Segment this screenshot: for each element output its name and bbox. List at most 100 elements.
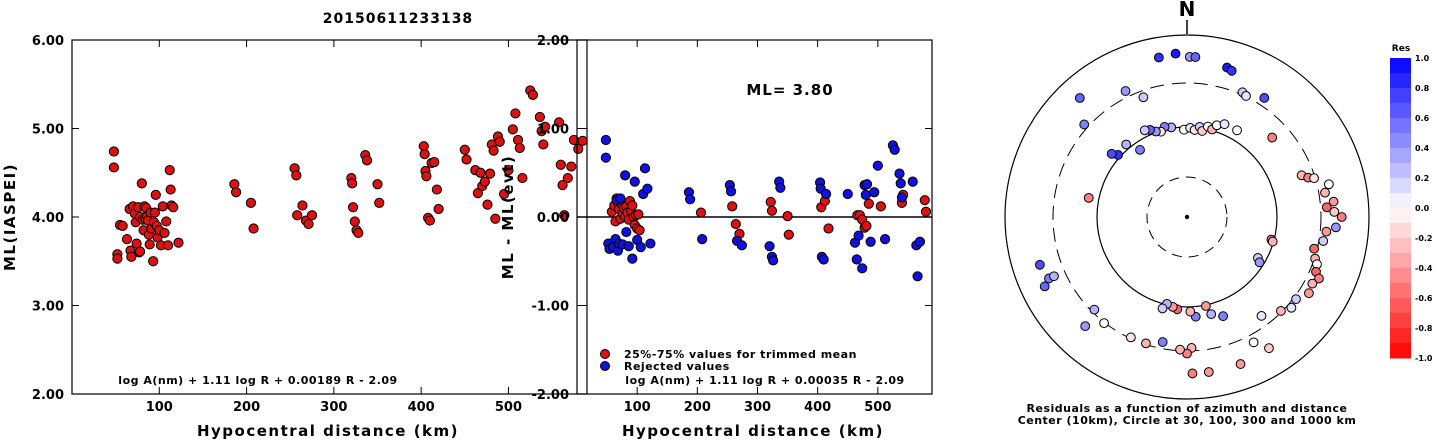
data-point: [485, 168, 496, 179]
residual-point: [1218, 311, 1229, 322]
trimmed-point: [634, 225, 645, 236]
rejected-point: [895, 178, 906, 189]
x-tick-label: 100: [624, 400, 651, 415]
y-tick-label: 3.00: [32, 300, 64, 315]
data-point: [306, 210, 318, 221]
data-point: [112, 253, 123, 264]
residual-point: [1157, 303, 1168, 314]
y-tick-label: 5.00: [32, 123, 64, 138]
colorbar-swatch: [1390, 133, 1411, 149]
colorbar-swatch: [1390, 298, 1411, 314]
formula-text: log A(nm) + 1.11 log R + 0.00035 R - 2.0…: [625, 374, 904, 387]
y-tick-label: 2.00: [32, 388, 64, 403]
residual-point: [1089, 304, 1100, 315]
rejected-point: [627, 253, 638, 264]
legend-marker-rejected: [600, 361, 610, 371]
legend: 25%-75% values for trimmed mean Rejected…: [600, 348, 857, 373]
y-axis-label: ML(IASPEI): [1, 163, 19, 271]
data-point: [353, 227, 364, 239]
trimmed-point: [627, 200, 638, 211]
rejected-point: [635, 241, 646, 253]
data-point: [173, 237, 184, 248]
data-point: [126, 251, 137, 262]
data-point: [573, 143, 584, 154]
panel-ml-residual: 100 200 300 400 500 -2.00 -1.00 0.00 1.00 2.00 ML…: [499, 34, 933, 440]
rejected-point: [620, 170, 631, 181]
residual-point: [1206, 309, 1217, 320]
colorbar-tick-label: 0.8: [1415, 84, 1430, 93]
colorbar-tick-label: -1.0: [1415, 354, 1433, 363]
residual-point: [1226, 65, 1237, 76]
data-point: [292, 210, 303, 221]
data-point: [117, 220, 128, 231]
caption-line-1: Residuals as a function of azimuth and d…: [1027, 402, 1348, 415]
trimmed-point: [863, 198, 874, 209]
residual-point: [1304, 288, 1314, 299]
residual-point: [1318, 236, 1329, 246]
data-point: [245, 197, 257, 208]
colorbar-swatch: [1390, 58, 1411, 74]
residual-point: [1328, 196, 1339, 207]
data-point: [361, 155, 373, 166]
data-point: [134, 246, 146, 257]
data-point: [507, 124, 518, 135]
x-tick-label: 400: [408, 400, 435, 415]
data-point: [347, 178, 358, 189]
data-point: [108, 162, 119, 173]
x-axis-label: Hypocentral distance (km): [197, 422, 459, 440]
trimmed-point: [919, 195, 930, 206]
rejected-point: [768, 255, 779, 266]
residual-point: [1264, 343, 1274, 354]
data-point: [431, 184, 442, 195]
x-tick-label: 300: [320, 400, 347, 415]
residual-point: [1120, 86, 1131, 96]
residual-point: [1329, 206, 1340, 217]
rejected-point: [821, 188, 832, 200]
residual-point: [1254, 257, 1265, 268]
residual-point: [1083, 193, 1094, 203]
rejected-point: [853, 230, 864, 241]
trimmed-point: [861, 220, 872, 231]
data-point: [429, 157, 440, 168]
colorbar-tick-label: -0.2: [1415, 234, 1433, 243]
panel-residual-map: N Residuals as a function of azimuth and…: [1004, 0, 1433, 427]
data-point: [168, 202, 179, 213]
residual-point: [1203, 367, 1214, 377]
rejected-point: [600, 134, 611, 146]
data-point: [527, 89, 538, 100]
data-point: [494, 136, 505, 147]
residual-point: [1320, 187, 1330, 198]
trimmed-point: [782, 211, 793, 222]
colorbar-tick-label: 0.0: [1415, 204, 1430, 213]
colorbar-swatch: [1390, 208, 1411, 224]
residual-point: [1314, 273, 1324, 284]
data-point: [482, 199, 493, 210]
x-axis-label: Hypocentral distance (km): [622, 422, 884, 440]
figure-title: 20150611233138: [323, 11, 473, 27]
rejected-point: [629, 176, 640, 187]
data-point: [157, 201, 168, 212]
data-point: [479, 176, 490, 187]
trimmed-point: [823, 223, 834, 234]
rejected-point: [600, 152, 611, 163]
colorbar-swatch: [1390, 343, 1411, 359]
circle-1000km: [1004, 34, 1370, 400]
rejected-point: [639, 163, 651, 174]
residual-point: [1099, 318, 1109, 329]
data-point: [534, 111, 545, 123]
rejected-point: [818, 254, 829, 265]
legend-label-trimmed: 25%-75% values for trimmed mean: [624, 348, 857, 361]
data-point: [164, 164, 175, 176]
residual-point: [1141, 338, 1151, 349]
panel-ml-iaspei: 100 200 300 400 500 2.00 3.00 4.00 5.00 6.00 ML(I…: [1, 34, 588, 440]
colorbar-swatch: [1390, 148, 1411, 164]
data-point: [555, 159, 566, 170]
ml-annotation: ML= 3.80: [746, 81, 833, 99]
data-point: [488, 145, 499, 156]
residual-point: [1267, 236, 1278, 247]
data-point: [540, 121, 551, 132]
data-point: [297, 200, 308, 211]
residual-point: [1276, 306, 1286, 316]
data-point: [498, 188, 510, 200]
trimmed-point: [766, 205, 778, 216]
